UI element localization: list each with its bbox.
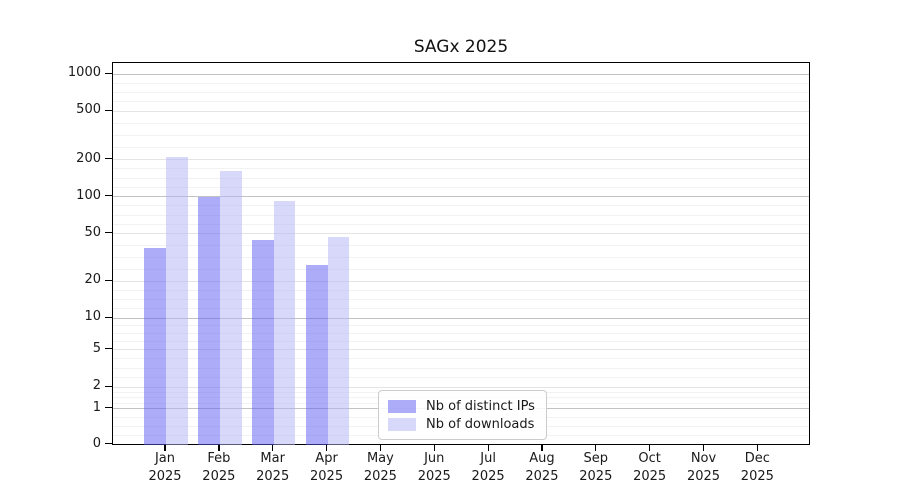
gridline xyxy=(113,341,809,343)
gridline xyxy=(113,280,809,282)
x-tick-label: Aug 2025 xyxy=(525,451,559,484)
x-tick-mark xyxy=(325,445,328,451)
gridline xyxy=(113,317,809,319)
gridline xyxy=(113,196,809,198)
y-tick-label: 1000 xyxy=(67,65,101,81)
x-tick-mark xyxy=(218,445,220,451)
y-tick-label: 200 xyxy=(76,150,101,166)
gridline xyxy=(113,367,809,369)
y-tick-mark xyxy=(105,348,112,350)
x-tick-mark xyxy=(272,445,274,451)
x-tick-label: Mar 2025 xyxy=(256,451,290,484)
legend-swatch-downloads xyxy=(388,417,416,431)
legend-label: Nb of downloads xyxy=(426,416,535,432)
x-tick-label: Jun 2025 xyxy=(417,451,451,484)
x-tick-label: Dec 2025 xyxy=(740,451,774,484)
gridline xyxy=(113,233,809,234)
y-tick-label: 50 xyxy=(84,224,101,240)
gridline xyxy=(113,205,809,207)
x-tick-label: May 2025 xyxy=(363,451,397,484)
gridline xyxy=(113,186,809,188)
gridline xyxy=(113,377,809,379)
bar-nb-of-distinct-ips-feb xyxy=(198,196,220,445)
y-tick-mark xyxy=(105,109,112,111)
x-tick-mark xyxy=(433,445,435,451)
gridline xyxy=(113,349,809,350)
y-tick-mark xyxy=(105,232,112,234)
x-tick-mark xyxy=(541,445,543,451)
gridline xyxy=(113,110,809,112)
gridline xyxy=(113,122,809,124)
y-tick-mark xyxy=(105,72,112,75)
gridline xyxy=(113,299,809,300)
gridline xyxy=(113,92,809,94)
legend-swatch-distinct-ips xyxy=(388,399,416,413)
y-tick-mark xyxy=(105,195,112,197)
gridline xyxy=(113,358,809,360)
gridline xyxy=(113,256,809,258)
y-tick-label: 2 xyxy=(92,378,101,393)
bar-nb-of-downloads-apr xyxy=(327,236,350,445)
gridline xyxy=(113,177,809,179)
chart-title: SAGx 2025 xyxy=(413,37,509,57)
x-tick-mark xyxy=(164,445,166,451)
gridline xyxy=(113,268,809,270)
gridline xyxy=(113,73,809,75)
x-tick-label: Apr 2025 xyxy=(310,451,344,484)
y-tick-mark xyxy=(105,443,112,445)
x-tick-mark xyxy=(756,445,759,451)
x-tick-mark xyxy=(379,445,382,451)
y-tick-label: 0 xyxy=(92,435,101,451)
gridline xyxy=(113,214,809,216)
legend-item-downloads: Nb of downloads xyxy=(388,415,537,433)
y-tick-mark xyxy=(105,316,112,318)
gridline xyxy=(113,289,809,291)
x-tick-label: Sep 2025 xyxy=(579,451,613,484)
bar-nb-of-distinct-ips-apr xyxy=(305,265,328,445)
y-tick-mark xyxy=(105,385,112,387)
gridline xyxy=(113,308,809,310)
x-tick-label: Jan 2025 xyxy=(148,451,182,484)
x-tick-mark xyxy=(649,445,651,451)
y-tick-mark xyxy=(105,158,112,160)
bar-nb-of-downloads-feb xyxy=(219,171,242,445)
gridline xyxy=(113,159,809,160)
y-tick-label: 10 xyxy=(84,309,101,324)
x-tick-label: Jul 2025 xyxy=(471,451,505,484)
gridline xyxy=(113,101,809,103)
bar-nb-of-downloads-mar xyxy=(273,200,296,445)
gridline xyxy=(113,168,809,170)
gridline xyxy=(113,82,809,84)
x-tick-mark xyxy=(595,445,597,451)
gridline xyxy=(113,386,809,388)
bar-nb-of-distinct-ips-mar xyxy=(251,240,274,445)
bar-nb-of-downloads-jan xyxy=(166,156,188,445)
legend-label: Nb of distinct IPs xyxy=(426,398,535,414)
y-tick-label: 500 xyxy=(76,102,101,117)
gridline xyxy=(113,134,809,136)
legend: Nb of distinct IPs Nb of downloads xyxy=(378,390,547,440)
y-tick-mark xyxy=(105,407,112,409)
gridline xyxy=(113,244,809,246)
bar-nb-of-distinct-ips-jan xyxy=(144,247,166,445)
x-tick-label: Nov 2025 xyxy=(686,451,721,484)
x-tick-mark xyxy=(702,445,705,451)
plot-area xyxy=(112,62,810,445)
x-tick-label: Oct 2025 xyxy=(633,451,667,484)
x-tick-mark xyxy=(487,445,489,451)
y-tick-label: 5 xyxy=(92,340,101,356)
gridline xyxy=(113,146,809,148)
gridline xyxy=(113,333,809,335)
y-tick-label: 20 xyxy=(84,272,101,287)
gridline xyxy=(113,223,809,225)
y-tick-label: 100 xyxy=(76,187,101,203)
gridline xyxy=(113,325,809,327)
y-tick-mark xyxy=(105,279,112,281)
y-tick-label: 1 xyxy=(92,399,101,415)
x-tick-label: Feb 2025 xyxy=(202,451,236,484)
legend-item-distinct-ips: Nb of distinct IPs xyxy=(388,397,537,415)
